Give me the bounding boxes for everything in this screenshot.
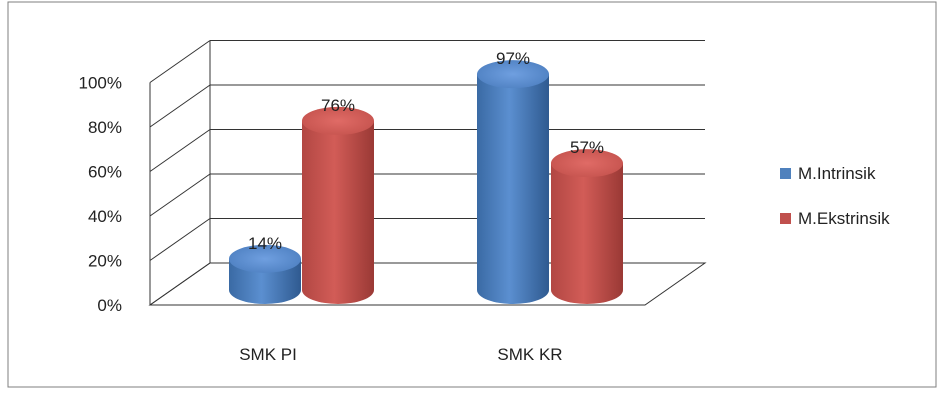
y-tick-label: 100% <box>79 74 122 93</box>
gridlines <box>148 40 707 306</box>
data-label: 97% <box>496 49 530 68</box>
bar-m-ekstrinsik <box>302 106 374 305</box>
data-label: 57% <box>570 138 604 157</box>
bar-body <box>477 74 549 304</box>
legend-label: M.Intrinsik <box>798 164 876 183</box>
bar-m-intrinsik <box>229 244 301 304</box>
x-category-label: SMK PI <box>239 345 297 364</box>
bar-top <box>477 60 549 89</box>
legend-swatch <box>780 168 791 179</box>
bars <box>229 60 623 305</box>
y-tick-label: 80% <box>88 118 122 137</box>
data-label: 14% <box>248 234 282 253</box>
y-tick-label: 60% <box>88 163 122 182</box>
bar-m-ekstrinsik <box>551 149 623 304</box>
bar-body <box>302 120 374 305</box>
y-tick-label: 0% <box>97 296 122 315</box>
x-category-label: SMK KR <box>497 345 562 364</box>
chart-border <box>7 1 937 388</box>
data-labels: 14% 76% 97% 57% <box>248 49 604 253</box>
y-tick-label: 20% <box>88 252 122 271</box>
legend-swatch <box>780 213 791 224</box>
bar-body <box>551 163 623 304</box>
gridline-side <box>149 84 211 128</box>
x-axis-categories: SMK PI SMK KR <box>239 345 562 364</box>
bar-top <box>229 244 301 273</box>
data-label: 76% <box>321 96 355 115</box>
gridline-side <box>149 129 211 172</box>
floor <box>148 262 707 306</box>
bar-top <box>302 106 374 135</box>
gridline-side <box>149 218 211 261</box>
y-tick-label: 40% <box>88 207 122 226</box>
bar-m-intrinsik <box>477 60 549 304</box>
y-axis-ticks: 0% 20% 40% 60% 80% 100% <box>79 74 122 316</box>
legend-label: M.Ekstrinsik <box>798 209 890 228</box>
gridline-side <box>149 40 211 83</box>
gridline-side <box>149 173 211 217</box>
bar-top <box>551 149 623 178</box>
legend: M.Intrinsik M.Ekstrinsik <box>780 164 890 228</box>
